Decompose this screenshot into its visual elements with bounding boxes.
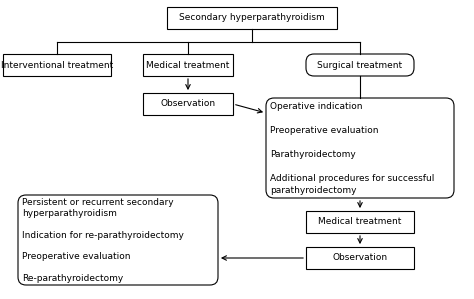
Text: Surgical treatment: Surgical treatment [318, 60, 402, 69]
FancyBboxPatch shape [306, 247, 414, 269]
Text: Preoperative evaluation: Preoperative evaluation [270, 126, 379, 135]
Text: Observation: Observation [332, 254, 388, 263]
FancyBboxPatch shape [143, 93, 233, 115]
Text: Re-parathyroidectomy: Re-parathyroidectomy [22, 274, 123, 283]
FancyBboxPatch shape [167, 7, 337, 29]
Text: Observation: Observation [160, 100, 216, 109]
Text: Indication for re-parathyroidectomy: Indication for re-parathyroidectomy [22, 231, 184, 239]
Text: hyperparathyroidism: hyperparathyroidism [22, 209, 117, 218]
Text: Additional procedures for successful: Additional procedures for successful [270, 174, 434, 183]
Text: Parathyroidectomy: Parathyroidectomy [270, 150, 356, 159]
Text: Secondary hyperparathyroidism: Secondary hyperparathyroidism [179, 13, 325, 22]
FancyBboxPatch shape [266, 98, 454, 198]
FancyBboxPatch shape [306, 54, 414, 76]
FancyBboxPatch shape [143, 54, 233, 76]
Text: Medical treatment: Medical treatment [146, 60, 230, 69]
Text: parathyroidectomy: parathyroidectomy [270, 186, 356, 195]
FancyBboxPatch shape [18, 195, 218, 285]
Text: Persistent or recurrent secondary: Persistent or recurrent secondary [22, 198, 173, 207]
Text: Preoperative evaluation: Preoperative evaluation [22, 252, 130, 261]
FancyBboxPatch shape [306, 211, 414, 233]
Text: Interventional treatment: Interventional treatment [1, 60, 113, 69]
FancyBboxPatch shape [3, 54, 111, 76]
Text: Medical treatment: Medical treatment [319, 217, 401, 227]
Text: Operative indication: Operative indication [270, 102, 363, 111]
